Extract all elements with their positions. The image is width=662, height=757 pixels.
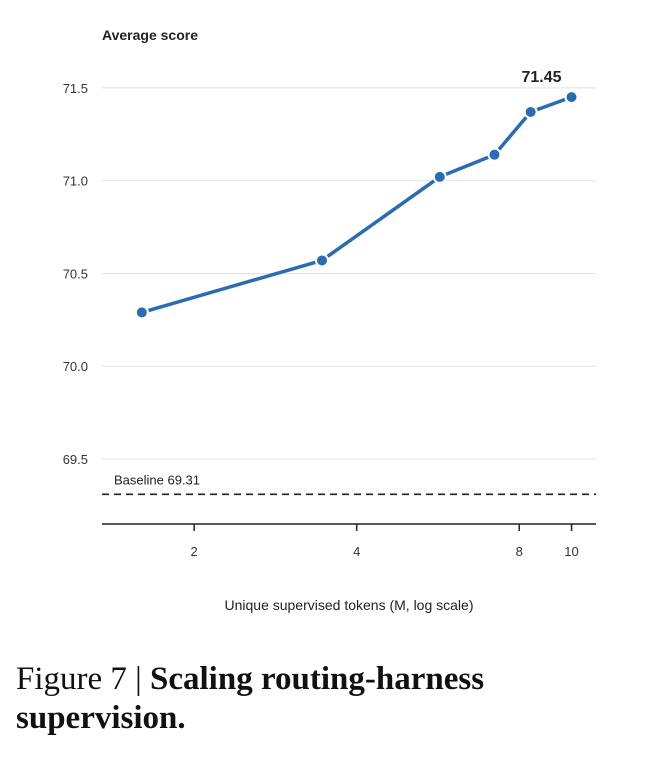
y-tick-label: 70.0: [63, 359, 88, 374]
y-tick-label: 69.5: [63, 452, 88, 467]
x-axis-title: Unique supervised tokens (M, log scale): [224, 597, 473, 613]
line-chart: Average score 69.5 70.0 70.5 71.0 71.5 Basel…: [63, 27, 596, 613]
y-tick-label: 71.0: [63, 174, 88, 189]
data-point: [523, 104, 538, 119]
y-axis-title: Average score: [102, 27, 198, 43]
data-point: [134, 305, 149, 320]
y-tick-label: 71.5: [63, 81, 88, 96]
data-points: [134, 90, 579, 320]
series-line: [140, 95, 574, 315]
data-point: [487, 147, 502, 162]
x-tick-label: 8: [516, 544, 523, 559]
x-tick-label: 10: [564, 544, 578, 559]
caption-prefix: Figure 7 |: [16, 661, 151, 697]
figure-caption: Figure 7 | Scaling routing-harness super…: [16, 660, 656, 737]
peak-value-label: 71.45: [522, 69, 562, 86]
y-tick-label: 70.5: [63, 266, 88, 281]
x-axis-ticks: 2 4 8 10: [191, 524, 579, 559]
data-point: [564, 90, 579, 105]
caption-title: Scaling routing-harness supervision.: [16, 661, 485, 736]
data-point: [315, 253, 330, 268]
data-point: [432, 169, 447, 184]
x-tick-label: 4: [353, 544, 360, 559]
baseline-label: Baseline 69.31: [114, 472, 200, 487]
grid-lines: [102, 87, 596, 460]
x-tick-label: 2: [191, 544, 198, 559]
baseline: Baseline 69.31: [102, 472, 596, 496]
y-axis-ticks: 69.5 70.0 70.5 71.0 71.5: [63, 81, 88, 467]
